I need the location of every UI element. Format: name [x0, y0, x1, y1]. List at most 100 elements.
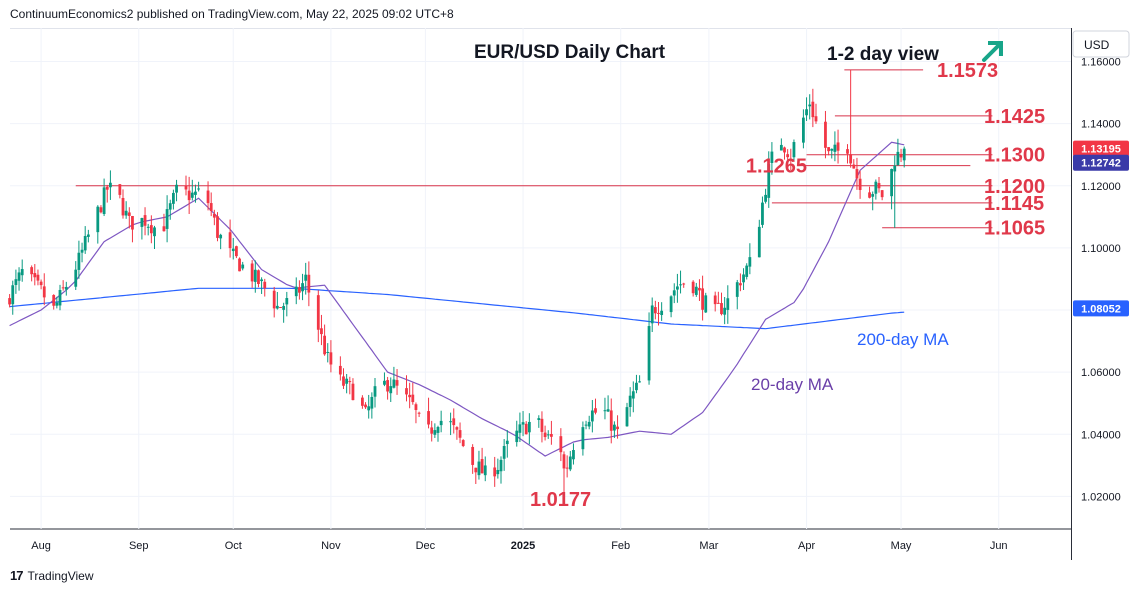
candle-body	[17, 272, 21, 281]
grid-lines	[10, 28, 1071, 529]
candle-body	[830, 148, 834, 151]
candle-body	[524, 423, 528, 435]
candle-body	[691, 281, 695, 294]
candle-body	[726, 298, 730, 310]
candle-body	[584, 424, 588, 426]
candle-body	[373, 386, 377, 397]
candle-body	[757, 226, 761, 258]
x-tick-label: Aug	[31, 540, 51, 552]
candle-body	[279, 307, 282, 309]
x-tick-label: Oct	[225, 540, 242, 552]
brand-name: TradingView	[27, 568, 94, 583]
currency-box[interactable]	[1072, 30, 1130, 58]
candle-body	[338, 365, 342, 375]
candle-body	[323, 335, 326, 355]
candle-body	[527, 421, 531, 433]
candle-body	[833, 144, 837, 152]
level-label: 1.1265	[746, 156, 807, 178]
candle-body	[209, 203, 213, 212]
candle-body	[613, 424, 616, 431]
candle-body	[153, 227, 156, 237]
candle-body	[364, 404, 367, 408]
candle-body	[748, 257, 752, 267]
candle-body	[395, 380, 399, 386]
candle-body	[427, 411, 430, 425]
candles	[8, 69, 906, 504]
candle-body	[720, 303, 723, 315]
candle-body	[628, 395, 632, 408]
candle-body	[805, 109, 808, 116]
y-tick-label: 1.04000	[1081, 429, 1121, 441]
candle-body	[351, 383, 355, 401]
ma20-path	[9, 141, 905, 457]
candle-body	[348, 381, 352, 383]
candle-body	[109, 182, 112, 188]
candle-body	[430, 427, 434, 434]
candle-body	[187, 190, 191, 201]
candle-body	[543, 432, 547, 438]
candle-body	[493, 467, 497, 477]
candle-body	[682, 283, 686, 285]
x-tick-label: Mar	[699, 540, 718, 552]
candle-body	[414, 404, 418, 410]
candle-body	[650, 305, 654, 324]
candle-body	[698, 287, 701, 291]
candle-body	[745, 265, 749, 277]
candle-body	[540, 418, 544, 432]
candle-body	[496, 470, 500, 475]
level-label: 1.1145	[984, 193, 1044, 215]
chart-title: EUR/USD Daily Chart	[474, 42, 666, 63]
candle-body	[770, 151, 774, 164]
candle-body	[824, 121, 827, 148]
candle-body	[253, 269, 257, 282]
candle-body	[625, 407, 629, 427]
y-tick-label: 1.10000	[1081, 243, 1121, 255]
x-axis: Aug Sep Oct Nov Dec 2025 Feb Mar Apr May Jun	[31, 540, 1007, 552]
candle-body	[568, 456, 572, 470]
candle-body	[102, 187, 106, 215]
candle-body	[515, 430, 519, 443]
candle-body	[408, 394, 412, 398]
candle-body	[64, 286, 68, 290]
candle-body	[184, 185, 188, 190]
candle-body	[499, 459, 503, 472]
candle-body	[505, 440, 509, 445]
candle-body	[320, 328, 323, 335]
candle-body	[452, 418, 456, 426]
candle-body	[96, 206, 100, 233]
candle-body	[723, 307, 727, 315]
ma200-label: 200-day MA	[857, 330, 949, 349]
candle-body	[8, 298, 11, 305]
candle-body	[874, 181, 878, 194]
candle-body	[61, 287, 65, 289]
currency-label: USD	[1084, 38, 1110, 52]
candle-body	[241, 264, 245, 269]
candle-body	[477, 461, 481, 476]
candle-body	[206, 190, 210, 204]
candle-body	[298, 287, 301, 293]
candle-body	[521, 422, 525, 425]
candle-body	[367, 406, 371, 411]
candle-body	[669, 296, 673, 313]
candle-body	[827, 147, 830, 152]
candle-body	[550, 434, 553, 437]
candle-body	[301, 283, 304, 292]
price-tag	[1073, 140, 1129, 157]
candle-body	[559, 436, 563, 453]
candle-body	[33, 273, 37, 278]
candle-body	[118, 184, 122, 195]
candle-body	[146, 226, 150, 228]
candle-body	[83, 235, 87, 251]
candle-body	[846, 149, 849, 154]
y-tick-label: 1.12000	[1081, 181, 1121, 193]
candle-body	[713, 295, 717, 305]
candle-body	[786, 154, 790, 158]
candle-body	[194, 191, 197, 195]
candle-body	[383, 380, 386, 385]
candle-body	[345, 378, 349, 384]
ma200-line	[9, 287, 905, 330]
candle-body	[893, 165, 897, 172]
level-label: 1.1200	[984, 176, 1045, 198]
candle-body	[836, 142, 840, 151]
candle-body	[417, 412, 421, 414]
